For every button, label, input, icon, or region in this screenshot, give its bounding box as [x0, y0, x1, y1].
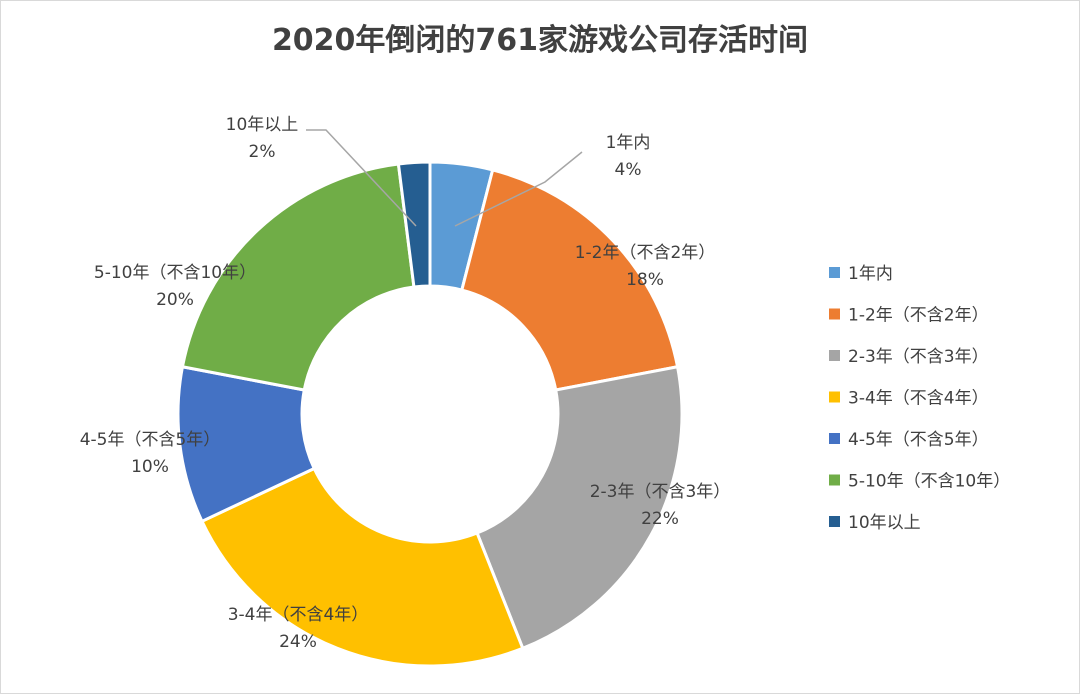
- legend-swatch-2: [829, 308, 840, 320]
- legend-label-5: 4-5年（不含5年）: [848, 430, 989, 450]
- data-label-category-2: 1-2年（不含2年）: [575, 243, 716, 263]
- data-label-category-1: 1年内: [606, 133, 651, 153]
- legend-swatch-3: [829, 350, 840, 361]
- legend-label-2: 1-2年（不含2年）: [848, 306, 989, 326]
- data-label-value-5: 10%: [131, 457, 169, 477]
- leader-lines: [306, 129, 583, 227]
- legend-swatch-4: [829, 391, 840, 403]
- data-label-category-4: 3-4年（不含4年）: [228, 605, 369, 625]
- legend-swatch-1: [829, 267, 840, 278]
- data-label-category-7: 10年以上: [226, 115, 299, 135]
- legend-label-1: 1年内: [848, 264, 893, 284]
- data-label-category-5: 4-5年（不含5年）: [80, 430, 221, 450]
- legend-label-4: 3-4年（不含4年）: [848, 389, 989, 409]
- data-label-category-6: 5-10年（不含10年）: [94, 263, 256, 283]
- slices-group: [176, 160, 684, 668]
- leader-line-7: [306, 129, 417, 227]
- legend: 1年内 1-2年（不含2年） 2-3年（不含3年） 3-4年（不含4年） 4-5年（不含…: [829, 264, 1010, 533]
- data-label-value-7: 2%: [249, 142, 276, 162]
- data-label-value-3: 22%: [641, 509, 679, 529]
- slice-6: [180, 162, 416, 392]
- data-label-value-6: 20%: [156, 290, 194, 310]
- leader-line-1: [454, 151, 583, 227]
- slice-3: [475, 365, 684, 651]
- slice-2: [460, 168, 680, 392]
- legend-label-3: 2-3年（不含3年）: [848, 347, 989, 367]
- legend-label-6: 5-10年（不含10年）: [848, 472, 1010, 492]
- legend-swatch-6: [829, 474, 840, 486]
- data-label-value-4: 24%: [279, 632, 317, 652]
- legend-swatch-5: [829, 433, 840, 444]
- data-labels: 1年内 4% 1-2年（不含2年） 18% 2-3年（不含3年） 22% 3-4年（不含4年…: [80, 115, 731, 652]
- data-label-value-1: 4%: [615, 160, 642, 180]
- data-label-category-3: 2-3年（不含3年）: [590, 482, 731, 502]
- legend-label-7: 10年以上: [848, 513, 921, 533]
- slice-4: [199, 466, 525, 668]
- chart-title: 2020年倒闭的761家游戏公司存活时间: [272, 23, 808, 58]
- legend-swatch-7: [829, 516, 840, 527]
- data-label-value-2: 18%: [626, 270, 664, 290]
